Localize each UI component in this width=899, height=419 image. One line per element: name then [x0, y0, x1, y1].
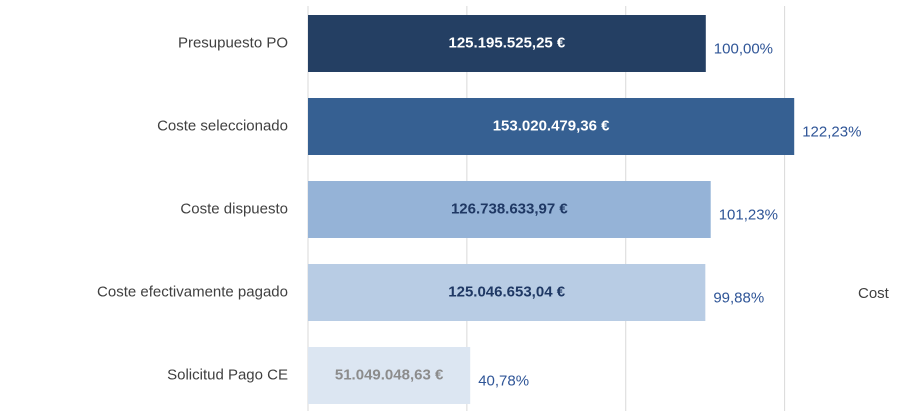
percentage-label: 40,78% [478, 372, 529, 389]
percentage-label: 100,00% [714, 40, 773, 57]
bar [308, 98, 795, 155]
annotation: Cost [858, 285, 890, 302]
percentage-label: 122,23% [802, 123, 861, 140]
value-label: 153.020.479,36 € [493, 117, 610, 134]
category-label: Solicitud Pago CE [167, 366, 288, 383]
category-label: Coste dispuesto [180, 200, 288, 217]
category-label: Coste seleccionado [157, 117, 288, 134]
category-label: Coste efectivamente pagado [97, 283, 288, 300]
bar [308, 181, 711, 238]
bar [308, 264, 706, 321]
value-label: 125.046.653,04 € [448, 283, 565, 300]
percentage-label: 101,23% [719, 206, 778, 223]
value-label: 125.195.525,25 € [449, 34, 566, 51]
bar [308, 347, 471, 404]
bar [308, 15, 706, 72]
value-label: 126.738.633,97 € [451, 200, 568, 217]
percentage-label: 99,88% [713, 289, 764, 306]
category-label: Presupuesto PO [178, 34, 288, 51]
value-label: 51.049.048,63 € [335, 366, 444, 383]
